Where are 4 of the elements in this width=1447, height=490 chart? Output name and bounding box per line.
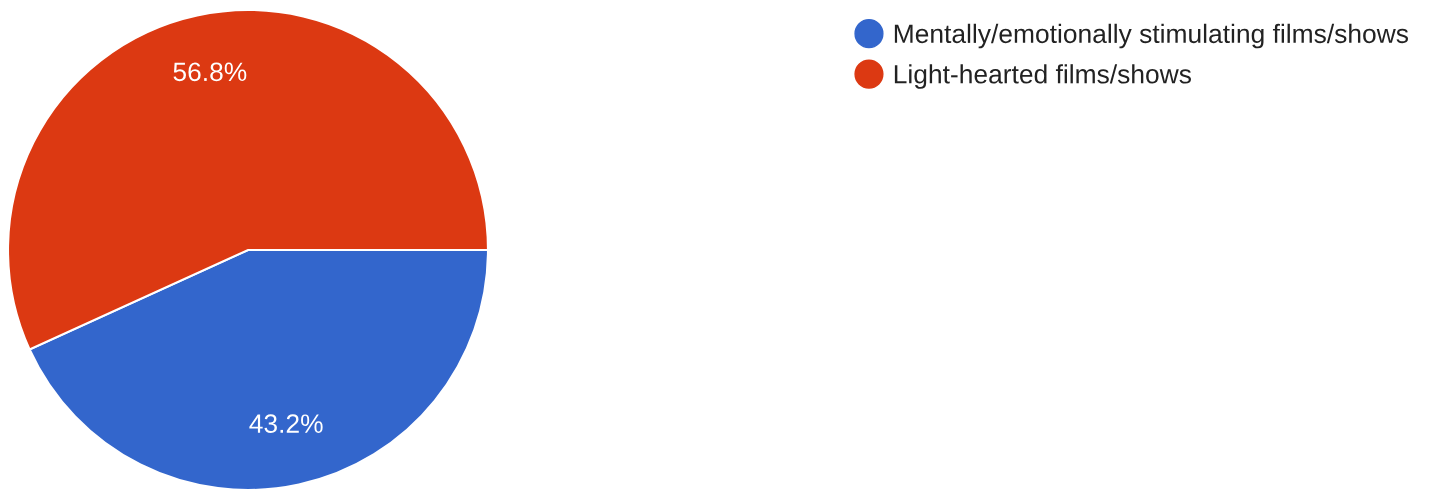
- legend-label: Light-hearted films/shows: [894, 64, 1191, 89]
- legend-label: Mentally/emotionally stimulating films/shows: [894, 23, 1408, 49]
- data-label: 56.8%: [173, 62, 247, 82]
- data-label: 43.2%: [249, 414, 323, 433]
